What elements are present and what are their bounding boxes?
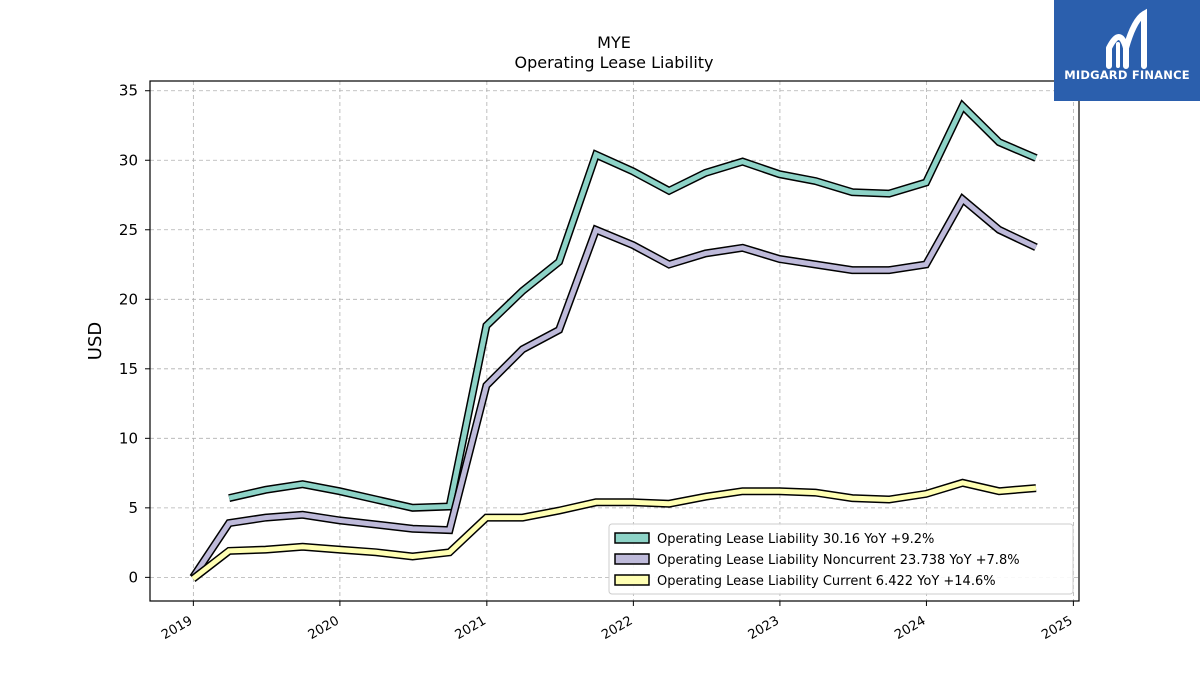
y-tick-label: 5	[128, 499, 138, 517]
y-tick-label: 30	[119, 151, 138, 169]
series-line	[191, 480, 1037, 581]
x-tick-label: 2023	[746, 613, 782, 643]
legend: Operating Lease Liability 30.16 YoY +9.2…	[608, 523, 1074, 595]
series-line	[190, 195, 1038, 579]
y-tick-label: 25	[119, 221, 138, 239]
legend-entry: Operating Lease Liability Noncurrent 23.…	[657, 553, 1020, 568]
chart-title: MYE	[597, 33, 631, 52]
legend-entry: Operating Lease Liability 30.16 YoY +9.2…	[657, 532, 934, 547]
brand-name: MIDGARD FINANCE	[1064, 68, 1190, 82]
y-axis-ticks: 0 5 10 15 20 25 30 35	[119, 82, 150, 586]
x-axis-ticks: 2019 2020 2021 2022 2023 2024 2025	[159, 601, 1075, 643]
legend-swatch	[614, 553, 650, 565]
brand-mark-icon	[1106, 8, 1147, 69]
chart-subtitle: Operating Lease Liability	[514, 53, 713, 72]
plot-frame	[149, 80, 1080, 602]
brand-logo: MIDGARD FINANCE	[1054, 0, 1200, 101]
y-axis-label: USD	[85, 322, 106, 360]
y-tick-label: 10	[119, 429, 138, 447]
x-tick-label: 2019	[159, 613, 195, 643]
series-line-outline	[228, 99, 1038, 512]
x-tick-label: 2022	[599, 613, 635, 643]
y-tick-label: 15	[119, 360, 138, 378]
series-line-outline	[189, 193, 1038, 580]
x-tick-label: 2021	[453, 613, 489, 643]
y-tick-label: 35	[119, 82, 138, 100]
x-tick-label: 2025	[1039, 613, 1075, 643]
legend-entry: Operating Lease Liability Current 6.422 …	[657, 574, 996, 589]
legend-swatch	[614, 532, 650, 544]
series-lines	[189, 99, 1038, 582]
y-tick-label: 20	[119, 290, 138, 308]
x-tick-label: 2024	[892, 613, 928, 643]
legend-swatch	[614, 574, 650, 586]
y-tick-label: 0	[128, 568, 138, 586]
series-line	[228, 101, 1037, 511]
legend-box	[608, 523, 1074, 595]
x-tick-label: 2020	[306, 613, 342, 643]
